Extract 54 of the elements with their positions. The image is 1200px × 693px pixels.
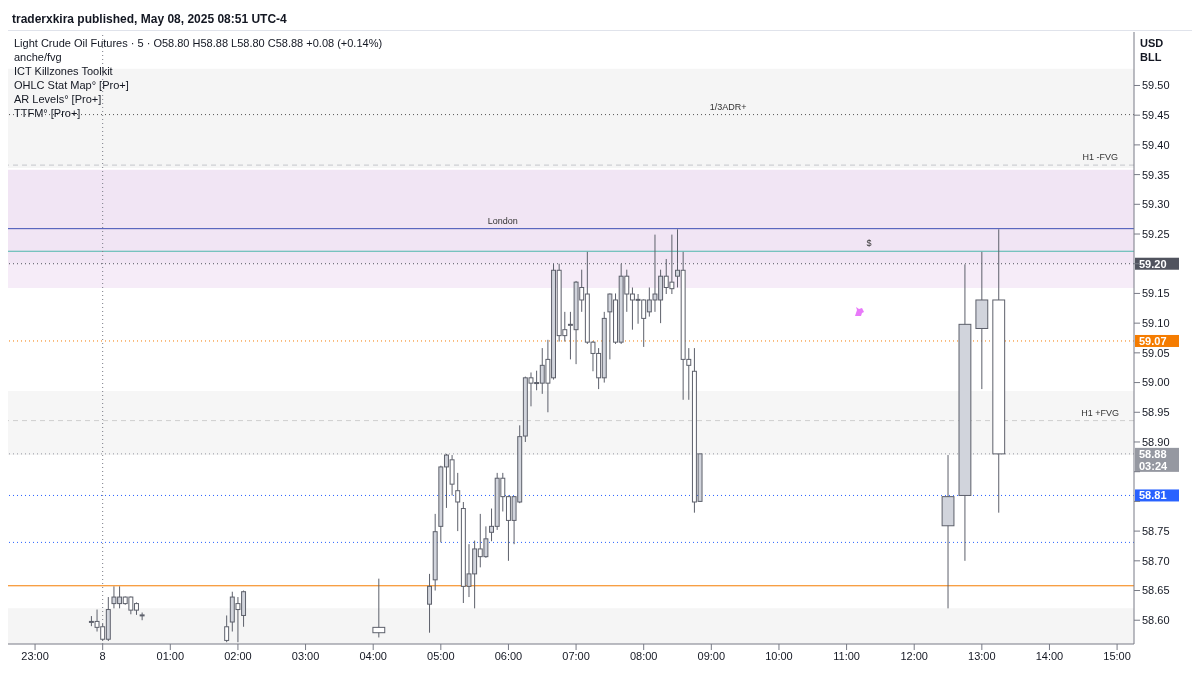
y-tick-label: 58.90 [1142, 435, 1170, 448]
candlestick [427, 573, 433, 634]
x-tick-label: 15:00 [1103, 649, 1131, 662]
x-tick-label: 03:00 [291, 649, 320, 662]
x-tick-label: 14:00 [1035, 649, 1064, 662]
annotation: London [487, 215, 518, 226]
candlestick [455, 472, 461, 532]
x-tick-label: 06:00 [494, 649, 523, 662]
text: Light Crude Oil Futures · 5 · O58.80 H58.88 L58.80 C58.88 +0.08 (+0.14%) [14, 36, 383, 50]
ref-line-label: 58.88 03:24 [1139, 447, 1169, 472]
y-tick-label: 59.10 [1142, 317, 1170, 330]
x-tick-label: 11:00 [833, 649, 860, 662]
x-tick-label: 23:00 [21, 649, 49, 662]
y-tick-label: 58.65 [1142, 584, 1170, 597]
annotation: TTFM° [Pro+] [14, 106, 82, 120]
annotation: H1 +FVG [1081, 407, 1120, 418]
annotation: $ [866, 238, 872, 249]
y-tick-label: 58.70 [1142, 554, 1170, 567]
x-tick-label: 04:00 [359, 649, 387, 662]
annotation: OHLC Stat Map° [Pro+] [14, 78, 130, 92]
y-tick-label: 59.05 [1142, 346, 1170, 359]
x-tick-label: 12:00 [900, 649, 928, 662]
y-axis-title: USD [1140, 36, 1164, 50]
y-tick-label: 59.35 [1142, 168, 1170, 181]
y-tick-label: 59.00 [1142, 376, 1170, 389]
y-tick-label: 59.15 [1142, 287, 1170, 300]
y-tick-label: 59.45 [1142, 109, 1170, 122]
candlestick [139, 612, 145, 621]
annotation: AR Levels° [Pro+] [14, 92, 103, 106]
y-tick-label: 58.95 [1142, 406, 1170, 419]
x-tick-label: 13:00 [968, 649, 996, 662]
ref-line-label: 58.81 [1139, 489, 1167, 502]
annotation: H1 -FVG [1082, 152, 1118, 163]
y-tick-label: 59.50 [1142, 79, 1170, 92]
text: traderxkira published, May 08, 2025 08:51 UTC-4 [8, 8, 1192, 31]
x-tick-label: 10:00 [765, 649, 793, 662]
text: BLL [1140, 50, 1163, 64]
ref-line-label: 59.20 [1139, 257, 1167, 270]
y-tick-label: 59.40 [1142, 138, 1170, 151]
annotation: anche/fvg [14, 50, 63, 64]
x-tick-label: 09:00 [697, 649, 726, 662]
y-tick-label: 58.60 [1142, 614, 1170, 627]
x-tick-label: 8 [99, 649, 106, 662]
ref-line-label: 59.07 [1139, 334, 1167, 347]
y-tick-label: 58.75 [1142, 525, 1170, 538]
y-tick-label: 59.30 [1142, 198, 1170, 211]
y-tick-label: 59.25 [1142, 227, 1170, 240]
x-tick-label: 08:00 [629, 649, 658, 662]
x-tick-label: 02:00 [224, 649, 252, 662]
x-tick-label: 01:00 [156, 649, 185, 662]
x-tick-label: 07:00 [562, 649, 590, 662]
x-tick-label: 05:00 [427, 649, 455, 662]
annotation: 1/3ADR+ [709, 101, 747, 112]
annotation: ICT Killzones Toolkit [14, 64, 114, 78]
